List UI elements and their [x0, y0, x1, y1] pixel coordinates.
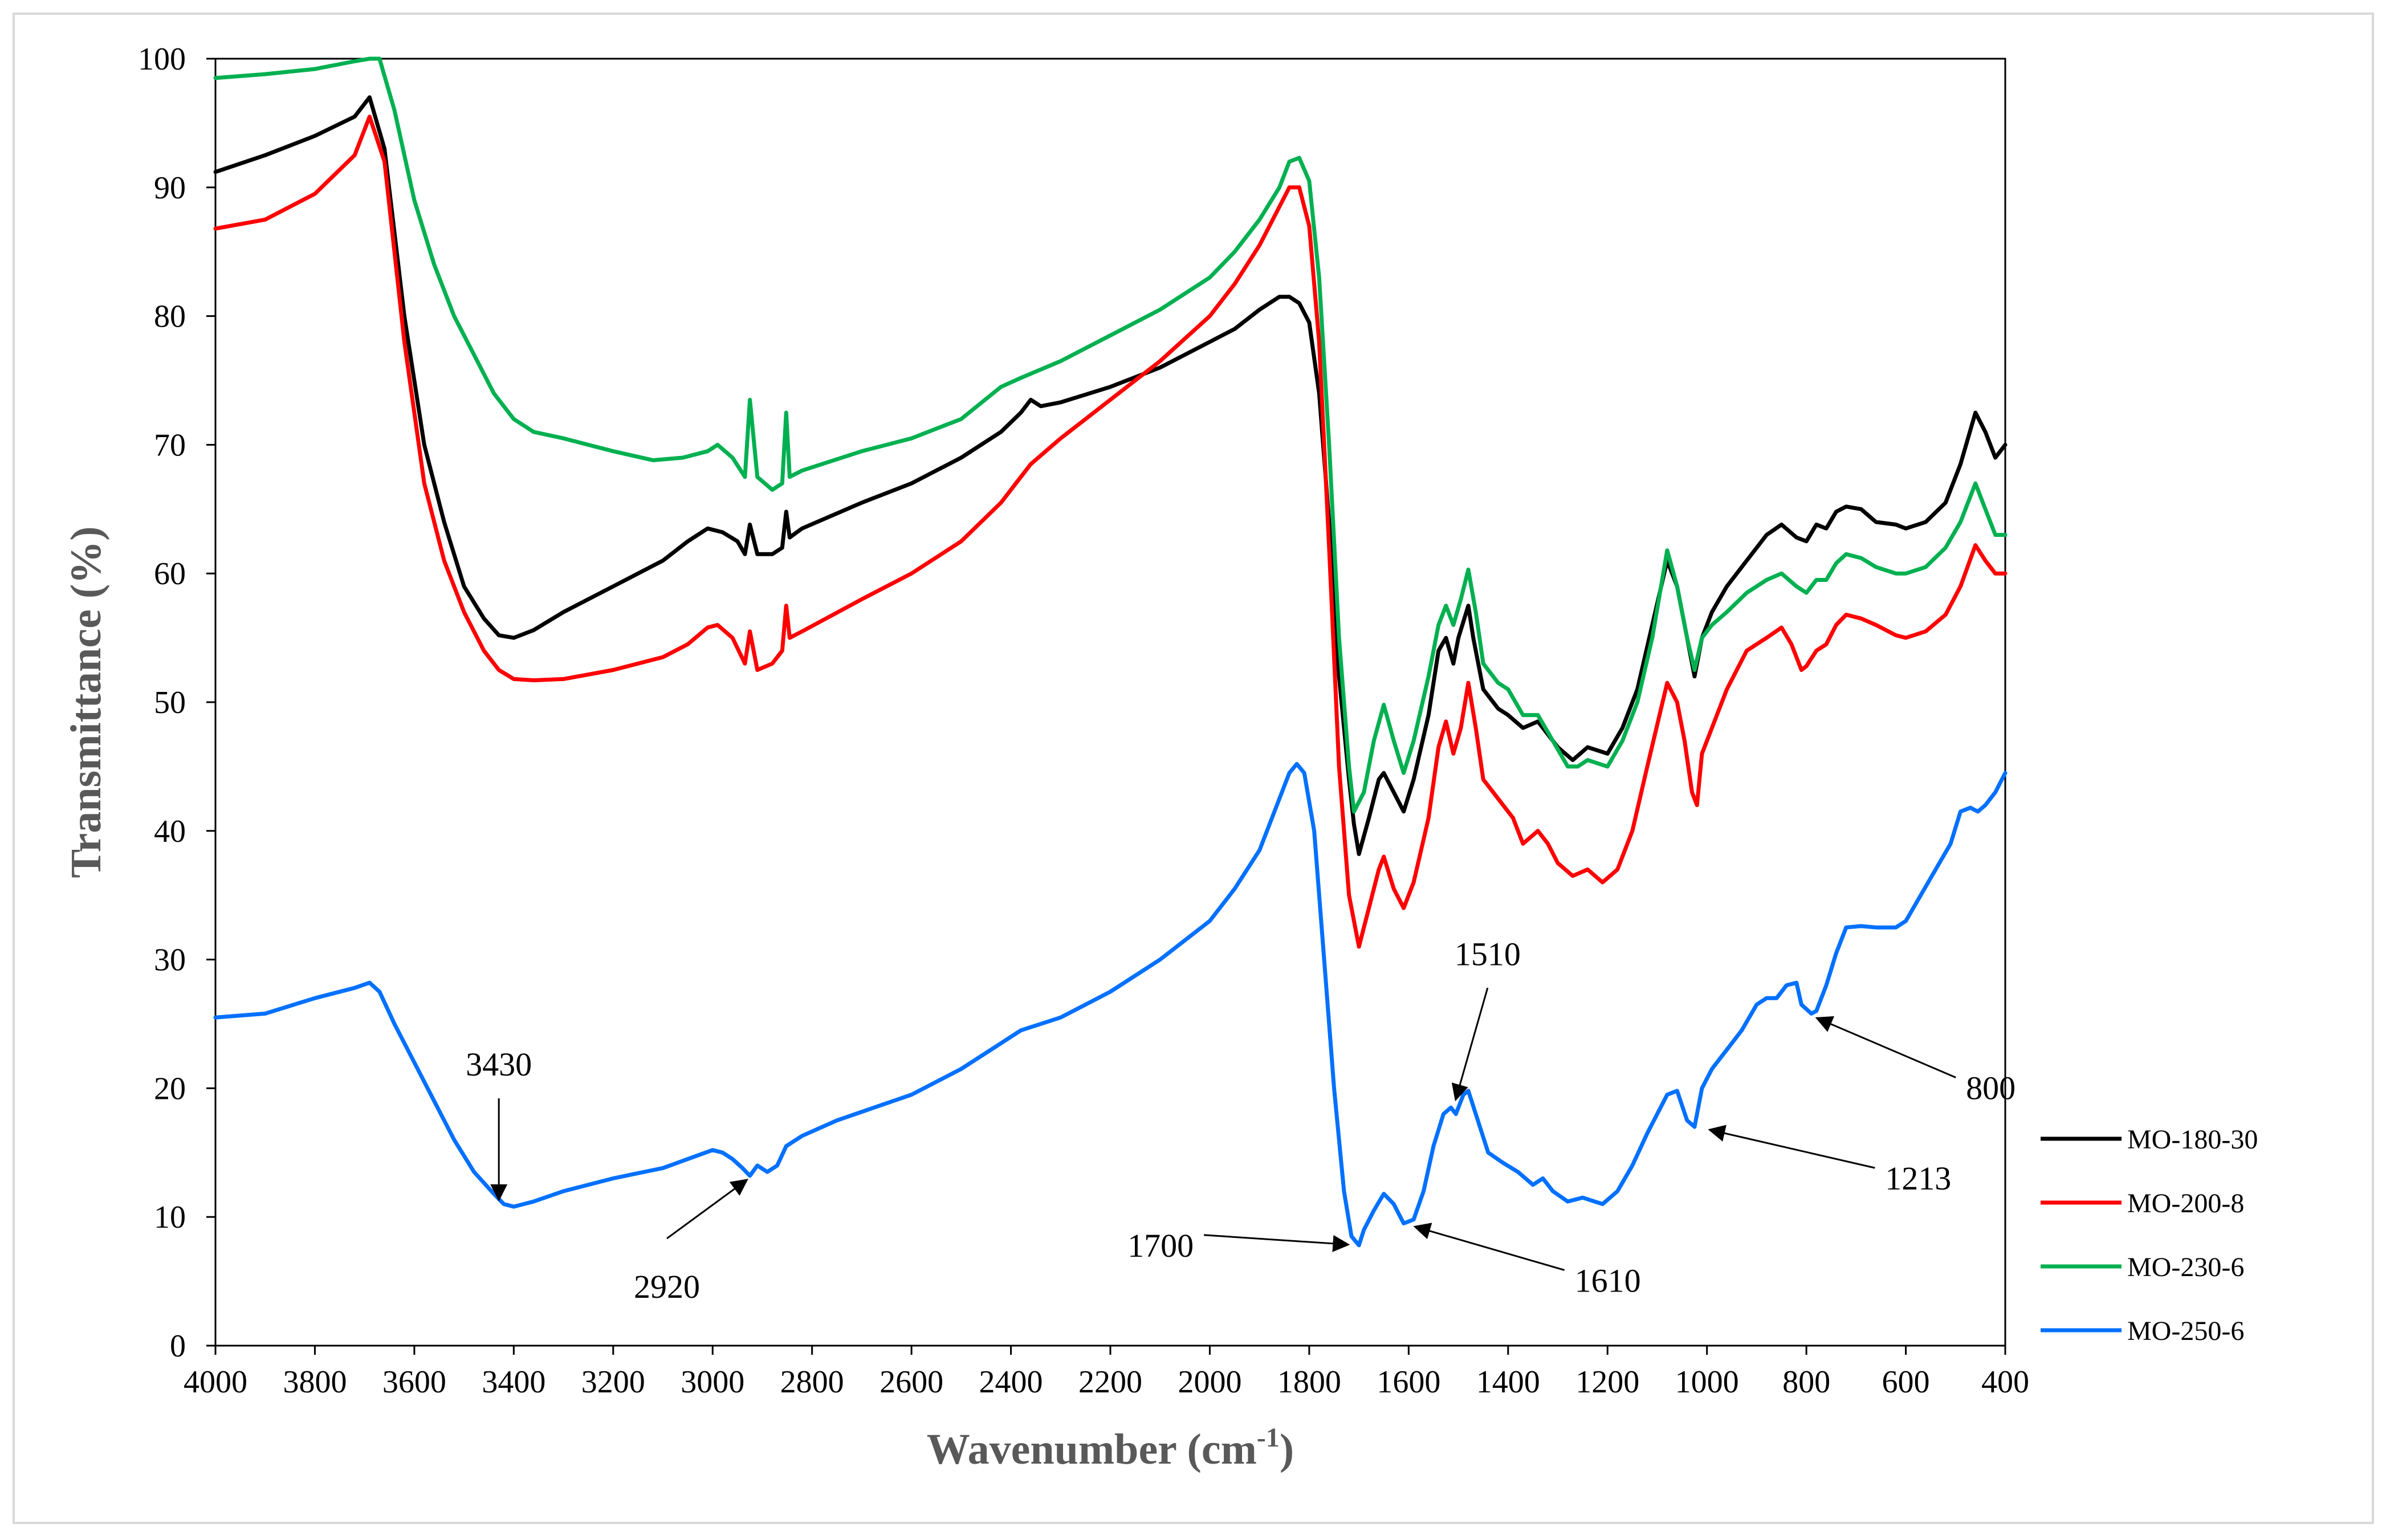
- annotation-arrow: [1451, 987, 1489, 1102]
- y-axis-title: Transmittance (%): [62, 526, 110, 878]
- series-line-mo-250-6: [213, 761, 2008, 1248]
- x-tick-label: 3000: [681, 1364, 744, 1400]
- annotation-arrow: [1708, 1125, 1875, 1169]
- annotation-label: 3430: [466, 1046, 532, 1083]
- annotation-label: 1213: [1885, 1160, 1951, 1197]
- annotation-arrow: [1815, 1016, 1956, 1078]
- x-tick-label: 4000: [184, 1364, 247, 1400]
- x-tick-label: 2400: [979, 1364, 1043, 1400]
- y-tick-label: 60: [154, 556, 186, 592]
- y-tick-label: 20: [154, 1071, 186, 1106]
- annotation-arrow: [1413, 1223, 1565, 1271]
- x-tick-label: 1600: [1377, 1364, 1440, 1400]
- annotation-arrow: [666, 1179, 748, 1240]
- x-axis-title: Wavenumber (cm-1): [927, 1423, 1294, 1473]
- y-tick-label: 0: [170, 1329, 186, 1364]
- x-tick-label: 3200: [581, 1364, 645, 1400]
- y-tick-label: 70: [154, 427, 186, 463]
- annotation-label: 1510: [1455, 935, 1521, 972]
- x-tick-label: 1000: [1675, 1364, 1739, 1400]
- x-tick-label: 1800: [1277, 1364, 1341, 1400]
- y-tick-label: 50: [154, 685, 186, 720]
- y-tick-label: 80: [154, 299, 186, 335]
- x-tick-label: 2200: [1078, 1364, 1142, 1400]
- x-tick-label: 1400: [1476, 1364, 1540, 1400]
- annotation-label: 1610: [1575, 1262, 1641, 1299]
- x-axis-ticks: 4000 3800 3600 3400 3200 3000 2800 2600 2400 2200…: [184, 1346, 2029, 1400]
- annotation-label: 800: [1966, 1069, 2016, 1106]
- x-tick-label: 1200: [1575, 1364, 1639, 1400]
- legend-label: MO-250-6: [2127, 1316, 2244, 1346]
- legend: MO-180-30 MO-200-8 MO-230-6 MO-250-6: [2041, 1125, 2258, 1346]
- x-tick-label: 3600: [382, 1364, 446, 1400]
- x-tick-label: 2600: [880, 1364, 943, 1400]
- y-axis-ticks: 0 10 20 30 40 50 60 70 80 90 100: [138, 42, 215, 1364]
- annotation-label: 1700: [1127, 1227, 1194, 1264]
- x-tick-label: 2800: [780, 1364, 844, 1400]
- x-tick-label: 2000: [1178, 1364, 1241, 1400]
- annotation-arrow: [1204, 1234, 1350, 1252]
- x-tick-label: 3800: [283, 1364, 347, 1400]
- y-tick-label: 40: [154, 814, 186, 849]
- annotation-label: 2920: [634, 1268, 700, 1305]
- x-tick-label: 400: [1981, 1364, 2029, 1400]
- figure-frame: [13, 13, 2374, 1524]
- y-tick-label: 10: [154, 1200, 186, 1235]
- annotations-layer: 3430 2920 1700 1610 1510 1213 800: [466, 935, 2016, 1305]
- plot-area-border: [214, 58, 2006, 1347]
- x-tick-label: 600: [1882, 1364, 1930, 1400]
- legend-label: MO-180-30: [2127, 1125, 2258, 1155]
- x-tick-label: 800: [1782, 1364, 1830, 1400]
- legend-label: MO-200-8: [2127, 1188, 2244, 1219]
- y-tick-label: 90: [154, 170, 186, 206]
- series-line-mo-180-30: [213, 95, 2008, 856]
- y-tick-label: 30: [154, 943, 186, 978]
- legend-label: MO-230-6: [2127, 1252, 2244, 1282]
- series-layer: [213, 56, 2008, 1248]
- series-line-mo-200-8: [213, 115, 2008, 949]
- series-line-mo-230-6: [213, 56, 2008, 814]
- y-tick-label: 100: [138, 42, 186, 77]
- x-tick-label: 3400: [482, 1364, 545, 1400]
